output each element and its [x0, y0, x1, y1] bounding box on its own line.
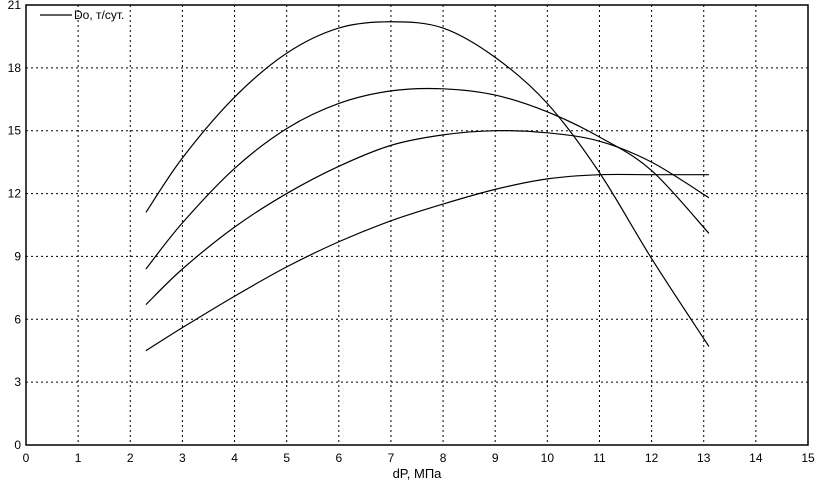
series-line-4 — [145, 173, 709, 352]
x-tick-label: 8 — [440, 451, 447, 465]
y-tick-label: 0 — [14, 438, 21, 452]
legend: Do, т/сут. — [40, 8, 124, 22]
y-tick-label: 6 — [14, 312, 21, 326]
plot-frame — [25, 4, 809, 446]
y-tick-label: 12 — [8, 187, 22, 201]
series-line-2 — [145, 87, 710, 270]
x-tick-label: 3 — [179, 451, 186, 465]
y-tick-label: 15 — [8, 124, 22, 138]
x-tick-label: 4 — [231, 451, 238, 465]
x-tick-label: 10 — [541, 451, 555, 465]
series-line-1 — [145, 21, 710, 347]
y-tick-label: 9 — [14, 249, 21, 263]
x-tick-label: 2 — [127, 451, 134, 465]
x-tick-label: 15 — [801, 451, 815, 465]
series-line-3 — [145, 130, 710, 306]
grid — [26, 5, 808, 445]
y-tick-label: 18 — [8, 61, 22, 75]
curves — [145, 21, 710, 352]
x-tick-label: 6 — [335, 451, 342, 465]
x-tick-label: 14 — [749, 451, 763, 465]
x-tick-label: 0 — [23, 451, 30, 465]
x-tick-label: 5 — [283, 451, 290, 465]
x-tick-label: 13 — [697, 451, 711, 465]
x-tick-label: 9 — [492, 451, 499, 465]
x-tick-label: 11 — [593, 451, 606, 465]
y-tick-label: 21 — [8, 0, 22, 12]
x-tick-label: 12 — [645, 451, 659, 465]
x-axis-label: dP, МПа — [393, 466, 443, 481]
legend-label: Do, т/сут. — [74, 8, 124, 22]
x-tick-label: 1 — [75, 451, 82, 465]
x-tick-label: 7 — [388, 451, 395, 465]
y-tick-label: 3 — [14, 375, 21, 389]
